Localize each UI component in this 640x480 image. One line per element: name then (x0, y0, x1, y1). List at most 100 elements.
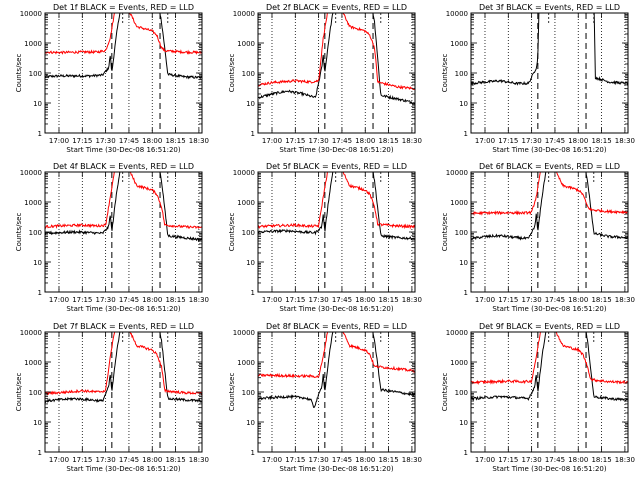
y-tick-label: 10000 (20, 10, 42, 18)
x-tick-label: 17:30 (96, 296, 116, 304)
x-tick-label: 18:15 (378, 296, 398, 304)
x-axis-label: Start Time (30-Dec-08 16:51:20) (492, 465, 606, 473)
x-axis-label: Start Time (30-Dec-08 16:51:20) (66, 465, 180, 473)
y-tick-label: 100 (455, 70, 468, 78)
x-tick-label: 17:15 (498, 137, 518, 145)
panel-7: Det 7f BLACK = Events, RED = LLD 1 10 100 10… (15, 322, 209, 473)
panel-8: Det 8f BLACK = Events, RED = LLD 1 10 100 10… (228, 322, 422, 473)
series-lld (258, 172, 415, 230)
x-tick-label: 18:15 (165, 296, 185, 304)
panel-3: Det 3f BLACK = Events, RED = LLD 1 10 100 10… (441, 3, 635, 154)
y-axis-label: Counts/sec (228, 213, 236, 252)
x-tick-label: 17:15 (498, 456, 518, 464)
y-tick-label: 100 (242, 229, 255, 237)
x-tick-label: 18:30 (615, 296, 635, 304)
x-tick-label: 18:30 (189, 137, 209, 145)
x-tick-label: 17:30 (309, 296, 329, 304)
x-tick-label: 17:45 (545, 137, 565, 145)
y-tick-label: 10000 (446, 10, 468, 18)
plot-frame (470, 171, 629, 293)
x-tick-label: 17:15 (498, 296, 518, 304)
x-tick-label: 18:00 (355, 456, 375, 464)
x-tick-label: 18:15 (591, 137, 611, 145)
y-tick-label: 1000 (450, 199, 468, 207)
x-tick-label: 18:00 (568, 456, 588, 464)
series-events (45, 172, 202, 242)
y-tick-label: 100 (29, 229, 42, 237)
x-tick-label: 17:00 (262, 296, 282, 304)
x-tick-label: 17:00 (49, 456, 69, 464)
series-events (471, 172, 628, 241)
x-tick-label: 17:00 (49, 296, 69, 304)
plot-frame (257, 331, 416, 453)
x-tick-label: 18:30 (402, 456, 422, 464)
y-axis-label: Counts/sec (15, 373, 23, 412)
panel-4: Det 4f BLACK = Events, RED = LLD 1 10 100 10… (15, 162, 209, 313)
y-tick-label: 1 (251, 130, 255, 138)
x-tick-label: 18:00 (568, 296, 588, 304)
panel-9: Det 9f BLACK = Events, RED = LLD 1 10 100 10… (441, 322, 635, 473)
series-events (258, 172, 415, 241)
x-axis-label: Start Time (30-Dec-08 16:51:20) (279, 305, 393, 313)
x-tick-label: 17:15 (72, 296, 92, 304)
y-tick-label: 10000 (446, 329, 468, 337)
x-tick-label: 17:00 (475, 137, 495, 145)
plot-frame (470, 12, 629, 134)
series-lld (45, 172, 202, 230)
x-tick-label: 18:00 (142, 296, 162, 304)
y-axis-label: Counts/sec (441, 373, 449, 412)
series-lld (45, 332, 202, 396)
y-axis-label: Counts/sec (441, 54, 449, 93)
y-tick-label: 10000 (446, 169, 468, 177)
x-tick-label: 17:00 (262, 137, 282, 145)
y-tick-label: 10 (246, 100, 255, 108)
y-tick-label: 10000 (233, 329, 255, 337)
y-tick-label: 100 (29, 70, 42, 78)
series-events (258, 13, 415, 105)
y-tick-label: 1 (38, 289, 42, 297)
y-tick-label: 1000 (237, 199, 255, 207)
x-tick-label: 17:30 (96, 137, 116, 145)
panel-2: Det 2f BLACK = Events, RED = LLD 1 10 100 10… (228, 3, 422, 154)
panel-title: Det 7f BLACK = Events, RED = LLD (53, 322, 194, 331)
x-tick-label: 18:30 (615, 456, 635, 464)
x-tick-label: 17:45 (332, 456, 352, 464)
x-tick-label: 18:30 (189, 456, 209, 464)
x-tick-label: 17:15 (285, 137, 305, 145)
x-tick-label: 17:15 (72, 137, 92, 145)
panel-5: Det 5f BLACK = Events, RED = LLD 1 10 100 10… (228, 162, 422, 313)
x-tick-label: 18:15 (591, 456, 611, 464)
x-tick-label: 17:30 (309, 456, 329, 464)
y-tick-label: 10000 (233, 10, 255, 18)
y-tick-label: 100 (455, 229, 468, 237)
series-lld (258, 332, 415, 379)
y-tick-label: 1 (464, 449, 468, 457)
plot-frame (44, 12, 203, 134)
y-tick-label: 100 (242, 70, 255, 78)
x-tick-label: 18:15 (378, 456, 398, 464)
x-tick-label: 17:15 (285, 456, 305, 464)
x-axis-label: Start Time (30-Dec-08 16:51:20) (279, 146, 393, 154)
x-tick-label: 17:00 (475, 456, 495, 464)
plot-frame (257, 12, 416, 134)
x-tick-label: 18:00 (355, 296, 375, 304)
x-tick-label: 17:45 (332, 137, 352, 145)
y-tick-label: 10000 (233, 169, 255, 177)
y-tick-label: 1 (251, 289, 255, 297)
x-tick-label: 17:00 (475, 296, 495, 304)
x-axis-label: Start Time (30-Dec-08 16:51:20) (492, 146, 606, 154)
series-events (45, 13, 202, 80)
y-tick-label: 10 (33, 259, 42, 267)
y-tick-label: 10 (246, 419, 255, 427)
y-tick-label: 10000 (20, 169, 42, 177)
x-tick-label: 18:15 (378, 137, 398, 145)
x-tick-label: 17:45 (332, 296, 352, 304)
x-axis-label: Start Time (30-Dec-08 16:51:20) (279, 465, 393, 473)
y-tick-label: 1000 (24, 199, 42, 207)
y-tick-label: 10 (246, 259, 255, 267)
y-tick-label: 10 (33, 100, 42, 108)
x-tick-label: 18:30 (402, 137, 422, 145)
x-tick-label: 17:45 (119, 296, 139, 304)
x-tick-label: 18:15 (591, 296, 611, 304)
x-tick-label: 18:00 (142, 456, 162, 464)
